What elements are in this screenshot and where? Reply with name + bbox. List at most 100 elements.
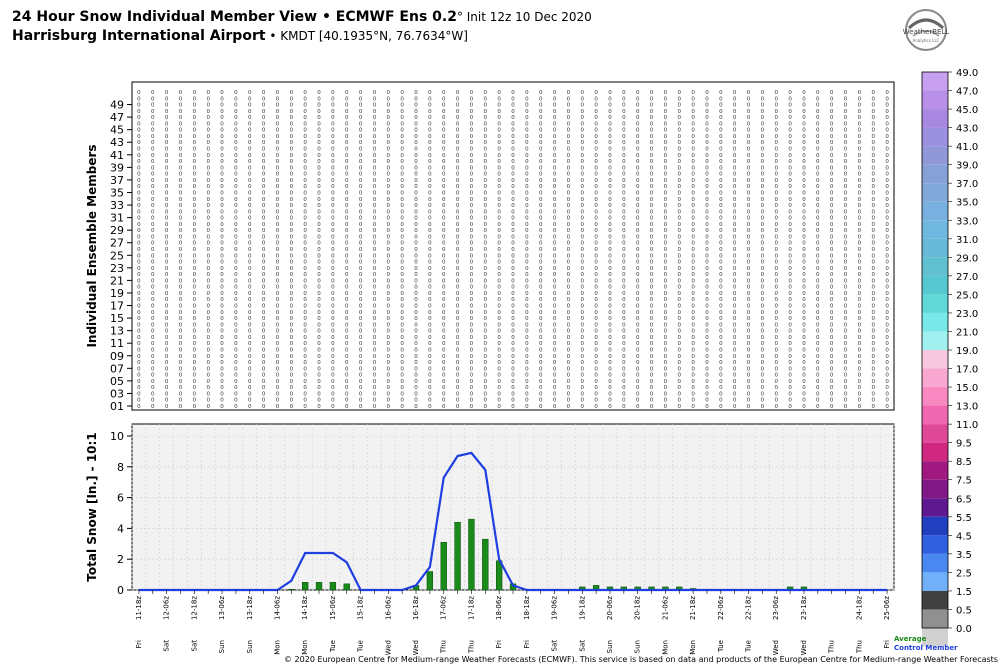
member-cell-value: 0 xyxy=(816,304,820,310)
member-cell-value: 0 xyxy=(636,304,640,310)
member-cell-value: 0 xyxy=(428,184,432,190)
member-cell-value: 0 xyxy=(151,354,155,360)
member-cell-value: 0 xyxy=(871,178,875,184)
member-cell-value: 0 xyxy=(858,291,862,297)
member-cell-value: 0 xyxy=(511,366,515,372)
member-cell-value: 0 xyxy=(359,379,363,385)
member-cell-value: 0 xyxy=(248,190,252,196)
member-cell-value: 0 xyxy=(830,291,834,297)
member-cell-value: 0 xyxy=(206,247,210,253)
member-cell-value: 0 xyxy=(234,347,238,353)
member-cell-value: 0 xyxy=(206,222,210,228)
member-cell-value: 0 xyxy=(290,90,294,96)
member-cell-value: 0 xyxy=(276,398,280,404)
snow-x-day-label: Sat xyxy=(578,640,586,652)
member-cell-value: 0 xyxy=(137,304,141,310)
member-cell-value: 0 xyxy=(428,147,432,153)
member-cell-value: 0 xyxy=(276,203,280,209)
colorbar-label: 8.5 xyxy=(956,457,972,468)
member-cell-value: 0 xyxy=(788,197,792,203)
member-cell-value: 0 xyxy=(470,391,474,397)
member-cell-value: 0 xyxy=(691,109,695,115)
member-cell-value: 0 xyxy=(387,360,391,366)
member-cell-value: 0 xyxy=(331,316,335,322)
member-cell-value: 0 xyxy=(774,140,778,146)
member-cell-value: 0 xyxy=(193,228,197,234)
member-cell-value: 0 xyxy=(622,304,626,310)
member-cell-value: 0 xyxy=(816,291,820,297)
member-cell-value: 0 xyxy=(678,90,682,96)
member-cell-value: 0 xyxy=(220,404,224,410)
member-cell-value: 0 xyxy=(400,172,404,178)
member-cell-value: 0 xyxy=(345,253,349,259)
member-cell-value: 0 xyxy=(387,354,391,360)
member-cell-value: 0 xyxy=(664,322,668,328)
member-tick-label: 11 xyxy=(110,337,124,350)
member-cell-value: 0 xyxy=(497,310,501,316)
member-cell-value: 0 xyxy=(290,285,294,291)
member-cell-value: 0 xyxy=(788,260,792,266)
member-cell-value: 0 xyxy=(331,165,335,171)
member-cell-value: 0 xyxy=(137,360,141,366)
member-cell-value: 0 xyxy=(317,134,321,140)
member-cell-value: 0 xyxy=(165,178,169,184)
member-cell-value: 0 xyxy=(774,128,778,134)
member-cell-value: 0 xyxy=(664,115,668,121)
member-cell-value: 0 xyxy=(705,228,709,234)
member-cell-value: 0 xyxy=(497,322,501,328)
member-cell-value: 0 xyxy=(359,322,363,328)
member-cell-value: 0 xyxy=(248,228,252,234)
member-cell-value: 0 xyxy=(802,404,806,410)
member-cell-value: 0 xyxy=(858,103,862,109)
member-cell-value: 0 xyxy=(761,260,765,266)
member-cell-value: 0 xyxy=(553,172,557,178)
member-cell-value: 0 xyxy=(317,228,321,234)
member-cell-value: 0 xyxy=(705,96,709,102)
member-cell-value: 0 xyxy=(761,366,765,372)
member-cell-value: 0 xyxy=(414,184,418,190)
member-cell-value: 0 xyxy=(636,241,640,247)
member-cell-value: 0 xyxy=(747,366,751,372)
snow-x-day-label: Wed xyxy=(800,640,808,655)
member-cell-value: 0 xyxy=(497,109,501,115)
member-cell-value: 0 xyxy=(719,159,723,165)
member-cell-value: 0 xyxy=(234,172,238,178)
snow-x-tick-label: 16-18z xyxy=(412,596,420,620)
member-cell-value: 0 xyxy=(608,266,612,272)
member-cell-value: 0 xyxy=(747,316,751,322)
member-cell-value: 0 xyxy=(664,347,668,353)
member-cell-value: 0 xyxy=(761,228,765,234)
member-cell-value: 0 xyxy=(345,241,349,247)
member-cell-value: 0 xyxy=(193,329,197,335)
member-cell-value: 0 xyxy=(678,140,682,146)
member-cell-value: 0 xyxy=(179,216,183,222)
member-cell-value: 0 xyxy=(567,391,571,397)
control-member-bar xyxy=(288,588,295,591)
member-cell-value: 0 xyxy=(650,404,654,410)
member-cell-value: 0 xyxy=(733,291,737,297)
member-cell-value: 0 xyxy=(497,121,501,127)
member-cell-value: 0 xyxy=(858,322,862,328)
member-cell-value: 0 xyxy=(359,398,363,404)
member-cell-value: 0 xyxy=(567,385,571,391)
member-cell-value: 0 xyxy=(636,190,640,196)
member-cell-value: 0 xyxy=(858,341,862,347)
member-cell-value: 0 xyxy=(636,272,640,278)
member-cell-value: 0 xyxy=(747,310,751,316)
member-cell-value: 0 xyxy=(650,391,654,397)
member-cell-value: 0 xyxy=(719,134,723,140)
member-cell-value: 0 xyxy=(220,222,224,228)
member-cell-value: 0 xyxy=(650,354,654,360)
member-cell-value: 0 xyxy=(871,165,875,171)
member-cell-value: 0 xyxy=(761,241,765,247)
members-y-axis-label: Individual Ensemble Members xyxy=(85,144,99,347)
member-cell-value: 0 xyxy=(151,190,155,196)
member-cell-value: 0 xyxy=(290,140,294,146)
member-cell-value: 0 xyxy=(539,121,543,127)
snow-x-day-label: Thu xyxy=(828,640,836,654)
member-cell-value: 0 xyxy=(691,209,695,215)
member-cell-value: 0 xyxy=(456,335,460,341)
member-cell-value: 0 xyxy=(234,216,238,222)
member-cell-value: 0 xyxy=(539,266,543,272)
member-cell-value: 0 xyxy=(761,103,765,109)
